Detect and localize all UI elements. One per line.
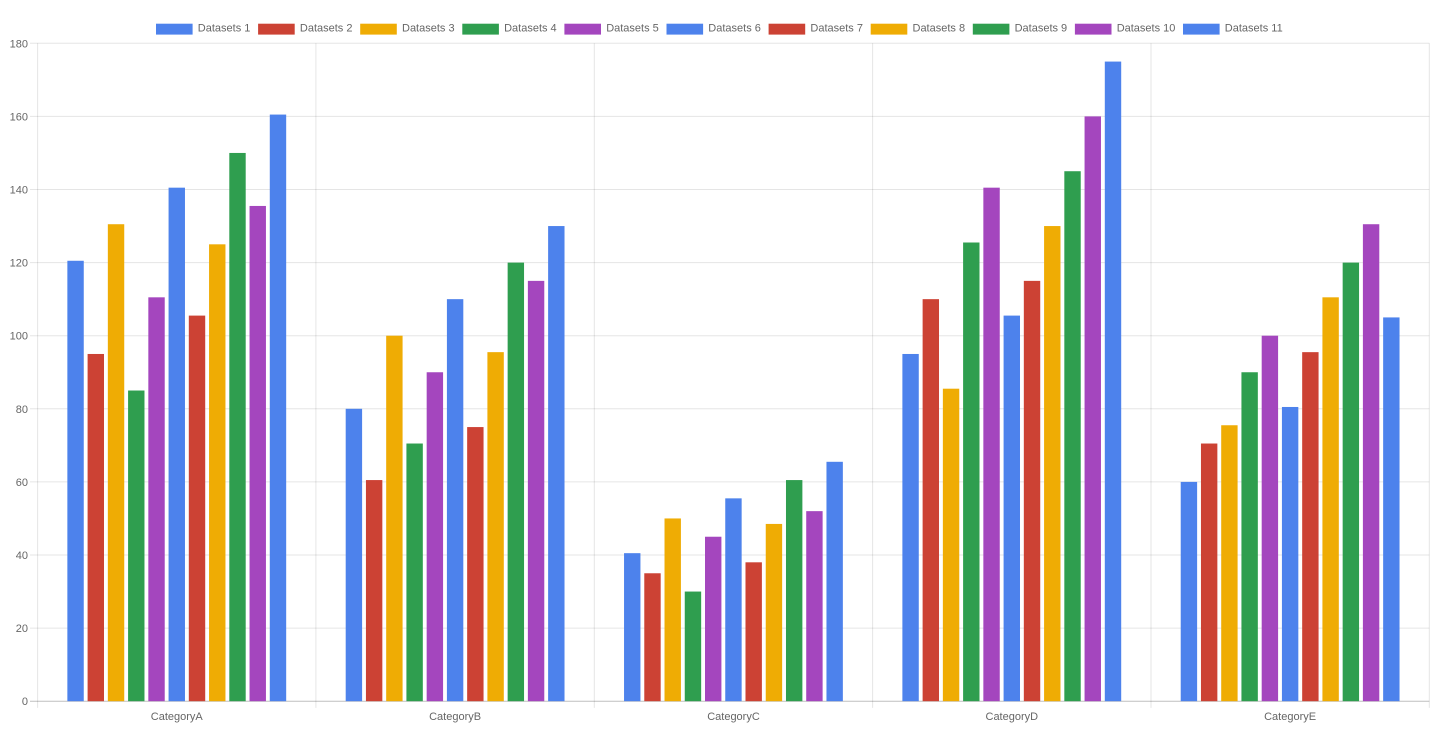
svg-text:CategoryE: CategoryE bbox=[1264, 711, 1316, 723]
svg-text:60: 60 bbox=[16, 477, 28, 489]
svg-text:0: 0 bbox=[22, 696, 28, 708]
svg-text:Datasets 4: Datasets 4 bbox=[504, 23, 557, 35]
svg-text:Datasets 1: Datasets 1 bbox=[198, 23, 251, 35]
svg-text:CategoryD: CategoryD bbox=[986, 711, 1039, 723]
svg-text:CategoryA: CategoryA bbox=[151, 711, 204, 723]
svg-text:20: 20 bbox=[16, 623, 28, 635]
svg-text:80: 80 bbox=[16, 404, 28, 416]
svg-text:Datasets 10: Datasets 10 bbox=[1117, 23, 1176, 35]
svg-text:Datasets 9: Datasets 9 bbox=[1015, 23, 1068, 35]
svg-text:Datasets 8: Datasets 8 bbox=[913, 23, 966, 35]
svg-text:140: 140 bbox=[10, 185, 28, 197]
svg-text:CategoryC: CategoryC bbox=[707, 711, 760, 723]
svg-text:40: 40 bbox=[16, 550, 28, 562]
svg-text:Datasets 6: Datasets 6 bbox=[708, 23, 761, 35]
svg-text:180: 180 bbox=[10, 38, 28, 50]
svg-text:160: 160 bbox=[10, 111, 28, 123]
svg-text:Datasets 7: Datasets 7 bbox=[810, 23, 863, 35]
svg-text:Datasets 11: Datasets 11 bbox=[1225, 23, 1283, 35]
svg-text:Datasets 2: Datasets 2 bbox=[300, 23, 353, 35]
svg-text:120: 120 bbox=[10, 258, 28, 270]
svg-text:100: 100 bbox=[10, 331, 28, 343]
svg-text:Datasets 3: Datasets 3 bbox=[402, 23, 455, 35]
svg-text:Datasets 5: Datasets 5 bbox=[606, 23, 659, 35]
svg-text:CategoryB: CategoryB bbox=[429, 711, 481, 723]
